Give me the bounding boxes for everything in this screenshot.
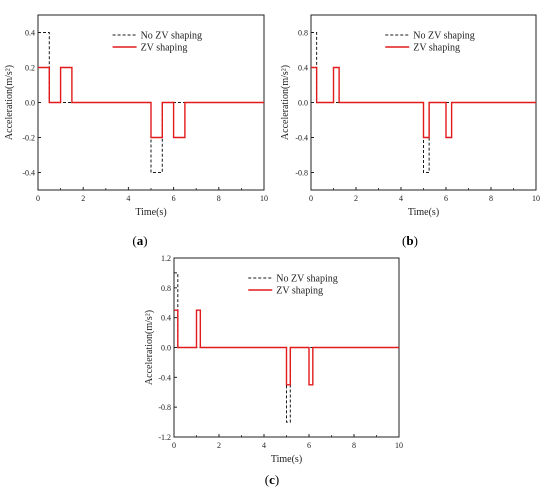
y-axis-label: Acceleration(m/s²) — [280, 65, 291, 140]
x-tick-label: 10 — [260, 194, 268, 203]
x-tick-label: 10 — [395, 441, 403, 450]
x-tick-label: 2 — [81, 194, 85, 203]
legend-label: No ZV shaping — [413, 31, 474, 42]
series-line-zv-shaping — [38, 66, 264, 139]
y-tick-label: 0.8 — [298, 29, 308, 38]
x-axis-label: Time(s) — [271, 454, 302, 465]
x-tick-label: 4 — [262, 441, 266, 450]
series-line-zv-shaping — [311, 66, 536, 139]
x-axis-label: Time(s) — [408, 207, 439, 218]
panel-label-close: ) — [143, 233, 147, 248]
y-tick-label: 0.4 — [161, 314, 171, 323]
panel-label-open: ( — [402, 233, 406, 248]
legend-label: No ZV shaping — [141, 31, 202, 42]
panel-label-close: ) — [275, 472, 279, 487]
panel-label-open: ( — [265, 472, 269, 487]
panel-label-letter: b — [406, 233, 413, 248]
x-tick-label: 4 — [126, 194, 130, 203]
y-tick-label: -0.4 — [22, 169, 35, 178]
y-tick-label: 0.4 — [25, 29, 35, 38]
y-tick-label: -0.8 — [295, 169, 308, 178]
x-tick-label: 0 — [309, 194, 313, 203]
x-tick-label: 6 — [307, 441, 311, 450]
legend-label: ZV shaping — [141, 43, 188, 54]
y-tick-label: 0.8 — [161, 284, 171, 293]
x-tick-label: 6 — [172, 194, 176, 203]
panel-label-letter: c — [269, 472, 275, 487]
panel-label-open: ( — [132, 233, 136, 248]
y-tick-label: 0.0 — [25, 99, 35, 108]
panel-label-letter: a — [137, 233, 144, 248]
y-tick-label: 0.0 — [298, 99, 308, 108]
chart-panel-b: 0 2 4 6 8 10 -0.8 -0.4 0.0 0.4 0.8 Time(s) Accelerat… — [280, 14, 540, 248]
y-tick-label: -0.4 — [295, 134, 308, 143]
chart-panel-c: 0 2 4 6 8 10 -1.2 -0.8 -0.4 0.0 0.4 0.8 1.2 Time(s) Ac… — [144, 254, 403, 487]
panel-label: (c) — [265, 472, 279, 487]
panel-label: (b) — [402, 233, 418, 248]
y-tick-label: -0.2 — [22, 134, 35, 143]
series-line-zv-shaping — [174, 309, 399, 386]
y-axis-label: Acceleration(m/s²) — [144, 310, 155, 385]
x-tick-label: 6 — [444, 194, 448, 203]
x-tick-label: 8 — [352, 441, 356, 450]
x-tick-label: 4 — [399, 194, 403, 203]
x-tick-label: 0 — [36, 194, 40, 203]
x-tick-label: 2 — [354, 194, 358, 203]
y-tick-label: -1.2 — [158, 433, 171, 442]
y-tick-label: -0.4 — [158, 373, 171, 382]
x-axis-label: Time(s) — [135, 207, 166, 218]
y-tick-label: 0.2 — [25, 64, 35, 73]
x-tick-label: 0 — [172, 441, 176, 450]
panel-label-close: ) — [414, 233, 418, 248]
x-tick-label: 2 — [217, 441, 221, 450]
legend-label: ZV shaping — [413, 43, 460, 54]
y-tick-label: -0.8 — [158, 403, 171, 412]
legend-label: ZV shaping — [276, 286, 323, 297]
y-axis-label: Acceleration(m/s²) — [4, 65, 15, 140]
panel-label: (a) — [132, 233, 147, 248]
legend-label: No ZV shaping — [276, 274, 337, 285]
y-tick-label: 0.0 — [161, 344, 171, 353]
y-tick-label: 1.2 — [161, 254, 171, 263]
x-tick-label: 8 — [489, 194, 493, 203]
chart-panel-a: 0 2 4 6 8 10 -0.4 -0.2 0.0 0.2 0.4 Time(s) Accelerat… — [4, 14, 268, 248]
y-tick-label: 0.4 — [298, 64, 308, 73]
x-tick-label: 10 — [532, 194, 540, 203]
x-tick-label: 8 — [217, 194, 221, 203]
